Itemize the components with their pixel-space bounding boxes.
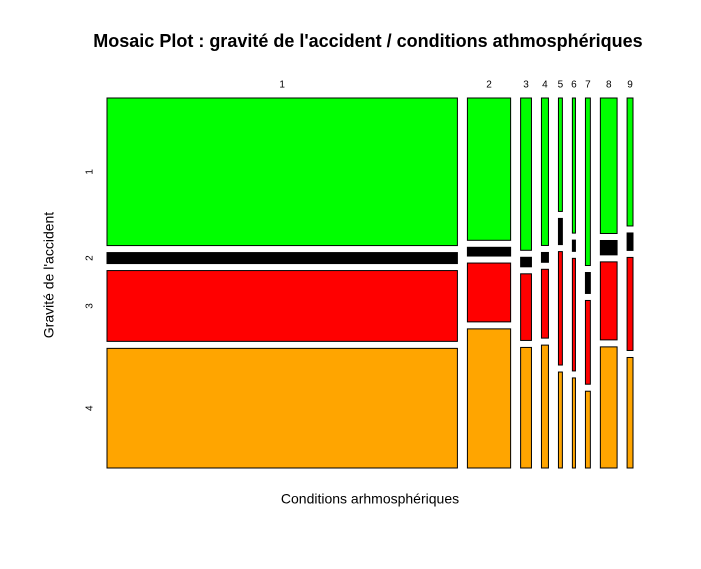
- mosaic-cell: [599, 239, 618, 256]
- mosaic-cell: [626, 97, 634, 227]
- x-axis-label: Conditions arhmosphériques: [281, 491, 459, 507]
- column-label: 4: [542, 80, 548, 91]
- mosaic-cell: [540, 97, 549, 246]
- column-label: 2: [486, 80, 492, 91]
- mosaic-cell: [557, 97, 563, 212]
- mosaic-cell: [466, 262, 512, 323]
- mosaic-cell: [520, 273, 532, 341]
- chart-title: Mosaic Plot : gravité de l'accident / co…: [93, 31, 642, 51]
- mosaic-cell: [599, 97, 618, 234]
- mosaic-cell: [520, 97, 532, 251]
- mosaic-cell: [571, 239, 576, 252]
- mosaic-cell: [540, 268, 549, 339]
- y-axis-label: Gravité de l'accident: [41, 212, 57, 339]
- mosaic-cell: [106, 97, 458, 247]
- mosaic-cell: [106, 270, 458, 342]
- mosaic-cell: [599, 261, 618, 341]
- mosaic-cell: [520, 256, 532, 268]
- row-label: 1: [85, 169, 96, 175]
- mosaic-cell: [557, 251, 563, 366]
- mosaic-cell: [540, 251, 549, 263]
- mosaic-cell: [584, 272, 591, 294]
- column-label: 6: [571, 80, 577, 91]
- mosaic-cell: [466, 246, 512, 257]
- mosaic-cell: [106, 347, 458, 469]
- mosaic-cell: [571, 377, 576, 469]
- column-label: 5: [558, 80, 564, 91]
- mosaic-cell: [466, 97, 512, 241]
- mosaic-cell: [557, 371, 563, 469]
- mosaic-cell: [584, 390, 591, 469]
- mosaic-cell: [626, 256, 634, 351]
- mosaic-cell: [520, 346, 532, 469]
- column-label: 7: [585, 80, 591, 91]
- mosaic-cell: [626, 356, 634, 469]
- mosaic-cell: [571, 97, 576, 234]
- column-label: 1: [279, 80, 285, 91]
- mosaic-cell: [584, 299, 591, 385]
- mosaic-cell: [540, 344, 549, 469]
- mosaic-cell: [106, 252, 458, 265]
- row-label: 4: [85, 405, 96, 411]
- mosaic-cell: [571, 257, 576, 372]
- mosaic-cell: [557, 217, 563, 246]
- column-label: 3: [523, 80, 529, 91]
- column-label: 8: [606, 80, 612, 91]
- column-label: 9: [627, 80, 633, 91]
- row-label: 3: [85, 303, 96, 309]
- mosaic-cell: [626, 232, 634, 251]
- mosaic-cell: [466, 328, 512, 469]
- mosaic-cell: [599, 346, 618, 469]
- row-label: 2: [85, 255, 96, 261]
- mosaic-cell: [584, 97, 591, 267]
